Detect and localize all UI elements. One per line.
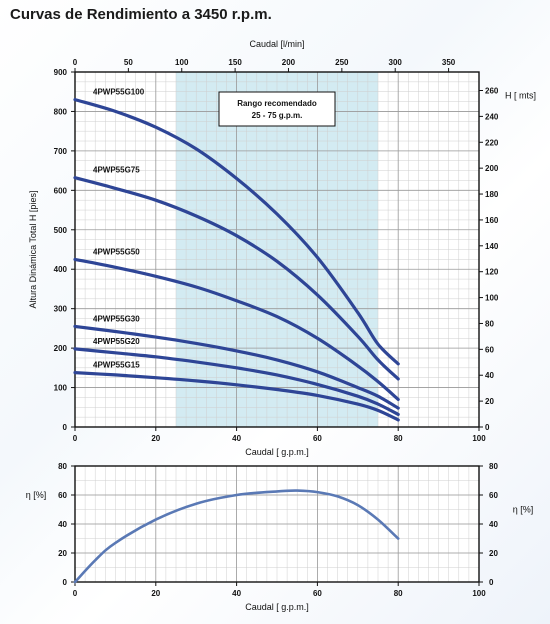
eff-y2-tick-label: 0 bbox=[489, 578, 494, 587]
series-label-4PWP55G75: 4PWP55G75 bbox=[93, 166, 140, 175]
x2-tick-label: 300 bbox=[389, 58, 403, 67]
recommended-range-box bbox=[218, 91, 336, 127]
y-tick-label: 700 bbox=[54, 147, 68, 156]
series-line-4PWP55G30 bbox=[73, 324, 400, 410]
eff-x-tick-label: 60 bbox=[313, 589, 322, 598]
x-tick-label: 20 bbox=[151, 434, 160, 443]
y2-tick-label: 120 bbox=[485, 268, 499, 277]
eff-y-tick-label: 80 bbox=[58, 462, 67, 471]
y2-tick-label: 200 bbox=[485, 164, 499, 173]
eff-x-axis-label: Caudal [ g.p.m.] bbox=[245, 602, 309, 612]
y2-tick-label: 40 bbox=[485, 371, 494, 380]
x-tick-label: 40 bbox=[232, 434, 241, 443]
eff-y-tick-label: 20 bbox=[58, 549, 67, 558]
eff-y2-tick-label: 60 bbox=[489, 491, 498, 500]
y2-tick-label: 60 bbox=[485, 345, 494, 354]
series-line-4PWP55G100 bbox=[73, 98, 400, 366]
y2-tick-label: 220 bbox=[485, 138, 499, 147]
series-label-4PWP55G50: 4PWP55G50 bbox=[93, 247, 140, 256]
x2-tick-label: 150 bbox=[228, 58, 242, 67]
series-label-4PWP55G20: 4PWP55G20 bbox=[93, 337, 140, 346]
eff-y-tick-label: 0 bbox=[63, 578, 68, 587]
eff-y-tick-label: 60 bbox=[58, 491, 67, 500]
x-tick-label: 0 bbox=[73, 434, 78, 443]
eff-y2-tick-label: 80 bbox=[489, 462, 498, 471]
y-tick-label: 600 bbox=[54, 186, 68, 195]
eff-x-tick-label: 20 bbox=[151, 589, 160, 598]
x2-tick-label: 200 bbox=[282, 58, 296, 67]
y-tick-label: 100 bbox=[54, 384, 68, 393]
y-tick-label: 0 bbox=[63, 423, 68, 432]
y2-tick-label: 160 bbox=[485, 216, 499, 225]
efficiency-line bbox=[73, 489, 400, 584]
x2-tick-label: 50 bbox=[124, 58, 133, 67]
x2-tick-label: 0 bbox=[73, 58, 78, 67]
y-axis-label: Altura Dinámica Total H [pies] bbox=[28, 191, 38, 309]
series-label-4PWP55G100: 4PWP55G100 bbox=[93, 88, 145, 97]
eff-y2-tick-label: 20 bbox=[489, 549, 498, 558]
plot-frame bbox=[74, 71, 480, 428]
y-tick-label: 300 bbox=[54, 305, 68, 314]
eff-x-tick-label: 80 bbox=[394, 589, 403, 598]
eff-y-axis-label: η [%] bbox=[26, 490, 47, 500]
series-label-4PWP55G15: 4PWP55G15 bbox=[93, 361, 140, 370]
x2-tick-label: 100 bbox=[175, 58, 189, 67]
series-label-4PWP55G30: 4PWP55G30 bbox=[93, 314, 140, 323]
eff-y2-axis-label: η [%] bbox=[513, 505, 534, 515]
eff-x-tick-label: 100 bbox=[472, 589, 486, 598]
series-line-4PWP55G50 bbox=[73, 257, 400, 401]
eff-y-tick-label: 40 bbox=[58, 520, 67, 529]
y-tick-label: 200 bbox=[54, 344, 68, 353]
series-line-4PWP55G15 bbox=[73, 371, 400, 422]
x2-tick-label: 250 bbox=[335, 58, 349, 67]
x-tick-label: 100 bbox=[472, 434, 486, 443]
recommended-range-label: Rango recomendado bbox=[237, 99, 317, 108]
series-line-4PWP55G20 bbox=[73, 347, 400, 416]
y2-tick-label: 140 bbox=[485, 242, 499, 251]
x2-tick-label: 350 bbox=[442, 58, 456, 67]
y-tick-label: 500 bbox=[54, 226, 68, 235]
y2-tick-label: 0 bbox=[485, 423, 490, 432]
eff-x-tick-label: 40 bbox=[232, 589, 241, 598]
y-tick-label: 900 bbox=[54, 68, 68, 77]
y2-tick-label: 240 bbox=[485, 112, 499, 121]
x-tick-label: 80 bbox=[394, 434, 403, 443]
x-tick-label: 60 bbox=[313, 434, 322, 443]
y-tick-label: 800 bbox=[54, 107, 68, 116]
series-line-4PWP55G75 bbox=[73, 176, 400, 381]
y2-tick-label: 260 bbox=[485, 87, 499, 96]
y2-axis-label: H [ mts] bbox=[505, 91, 536, 101]
y2-tick-label: 80 bbox=[485, 319, 494, 328]
eff-y2-tick-label: 40 bbox=[489, 520, 498, 529]
y2-tick-label: 20 bbox=[485, 397, 494, 406]
page-title: Curvas de Rendimiento a 3450 r.p.m. bbox=[10, 6, 272, 23]
y2-tick-label: 180 bbox=[485, 190, 499, 199]
recommended-range-value: 25 - 75 g.p.m. bbox=[252, 111, 303, 120]
x-axis-label: Caudal [ g.p.m.] bbox=[245, 447, 309, 457]
y-tick-label: 400 bbox=[54, 265, 68, 274]
eff-x-tick-label: 0 bbox=[73, 589, 78, 598]
y2-tick-label: 100 bbox=[485, 294, 499, 303]
x2-axis-label: Caudal [l/min] bbox=[249, 39, 304, 49]
